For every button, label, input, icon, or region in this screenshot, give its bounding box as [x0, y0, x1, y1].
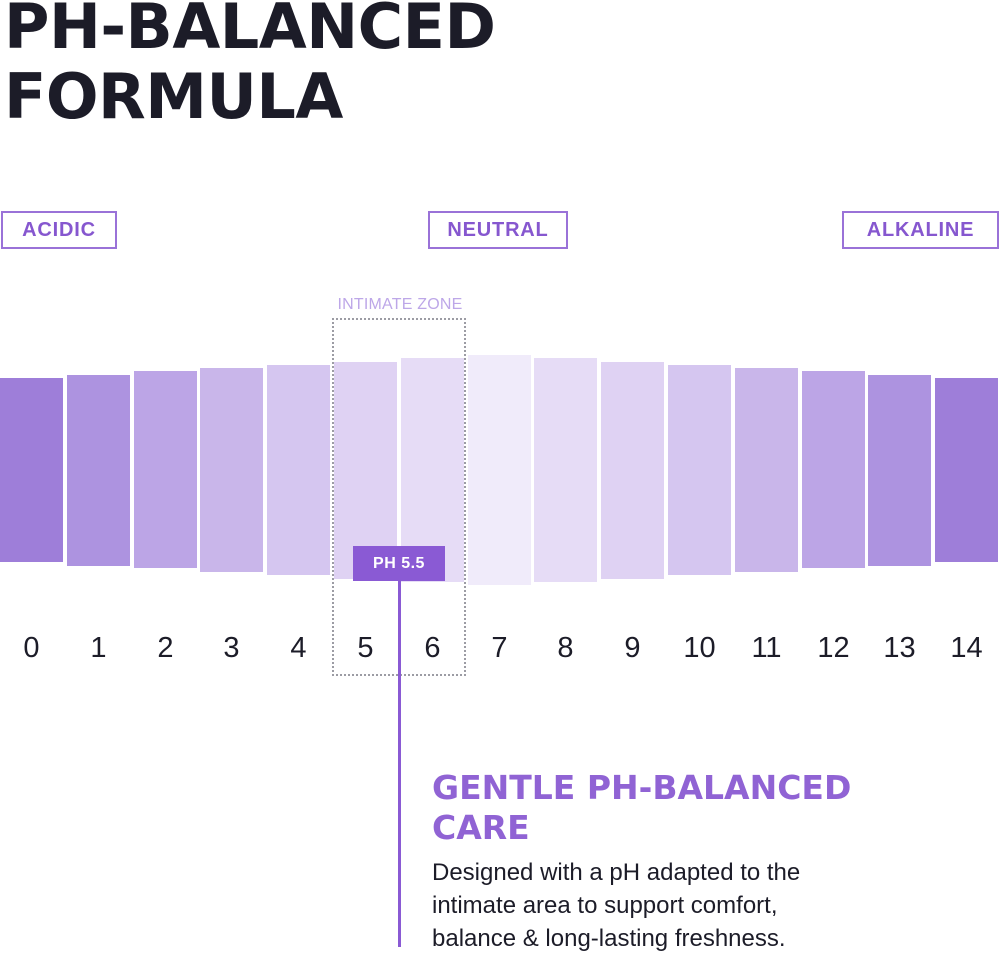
neutral-label: NEUTRAL	[428, 211, 568, 249]
ph-number-14: 14	[950, 632, 983, 664]
ph-number-2: 2	[157, 632, 174, 664]
care-body-line-3: balance & long-lasting freshness.	[432, 925, 786, 952]
ph-bar-12	[802, 371, 865, 568]
ph-number-9: 9	[624, 632, 641, 664]
title-line-1: PH-BALANCED	[4, 0, 496, 63]
ph-number-6: 6	[424, 632, 441, 664]
title-line-2: FORMULA	[4, 60, 343, 133]
ph-number-5: 5	[357, 632, 374, 664]
care-heading-line-2: CARE	[432, 808, 530, 847]
care-body-line-2: intimate area to support comfort,	[432, 892, 778, 919]
ph-scale: 0 1 2 3 4 5 6 7 8 9 10 11 12 13 14	[0, 355, 998, 664]
ph-bar-9	[601, 362, 664, 579]
ph-bar-0	[0, 378, 63, 562]
ph-number-1: 1	[90, 632, 107, 664]
ph-number-12: 12	[817, 632, 850, 664]
ph-marker-tag: PH 5.5	[353, 546, 445, 581]
acidic-label: ACIDIC	[1, 211, 117, 249]
ph-bar-1	[67, 375, 130, 566]
page-title: PH-BALANCED FORMULA	[4, 0, 496, 132]
ph-bar-4	[267, 365, 330, 575]
ph-bar-6	[401, 358, 464, 582]
ph-bar-3	[200, 368, 263, 572]
care-body-line-1: Designed with a pH adapted to the	[432, 859, 801, 886]
ph-number-7: 7	[491, 632, 508, 664]
care-description: Designed with a pH adapted to the intima…	[432, 856, 972, 955]
intimate-zone-label: INTIMATE ZONE	[337, 296, 463, 313]
ph-number-3: 3	[223, 632, 240, 664]
ph-bar-11	[735, 368, 798, 572]
care-heading: GENTLE PH-BALANCED CARE	[432, 768, 972, 848]
ph-bar-2	[134, 371, 197, 568]
ph-number-8: 8	[557, 632, 574, 664]
alkaline-label: ALKALINE	[842, 211, 999, 249]
ph-bar-7	[468, 355, 531, 585]
ph-bar-8	[534, 358, 597, 582]
care-heading-line-1: GENTLE PH-BALANCED	[432, 768, 852, 807]
ph-number-0: 0	[23, 632, 40, 664]
ph-number-10: 10	[683, 632, 716, 664]
ph-bar-13	[868, 375, 931, 566]
ph-number-13: 13	[883, 632, 916, 664]
ph-bar-10	[668, 365, 731, 575]
ph-number-11: 11	[751, 632, 782, 664]
ph-bar-14	[935, 378, 998, 562]
ph-number-4: 4	[290, 632, 307, 664]
ph-marker-line	[398, 581, 401, 947]
ph-bar-5	[334, 362, 397, 579]
